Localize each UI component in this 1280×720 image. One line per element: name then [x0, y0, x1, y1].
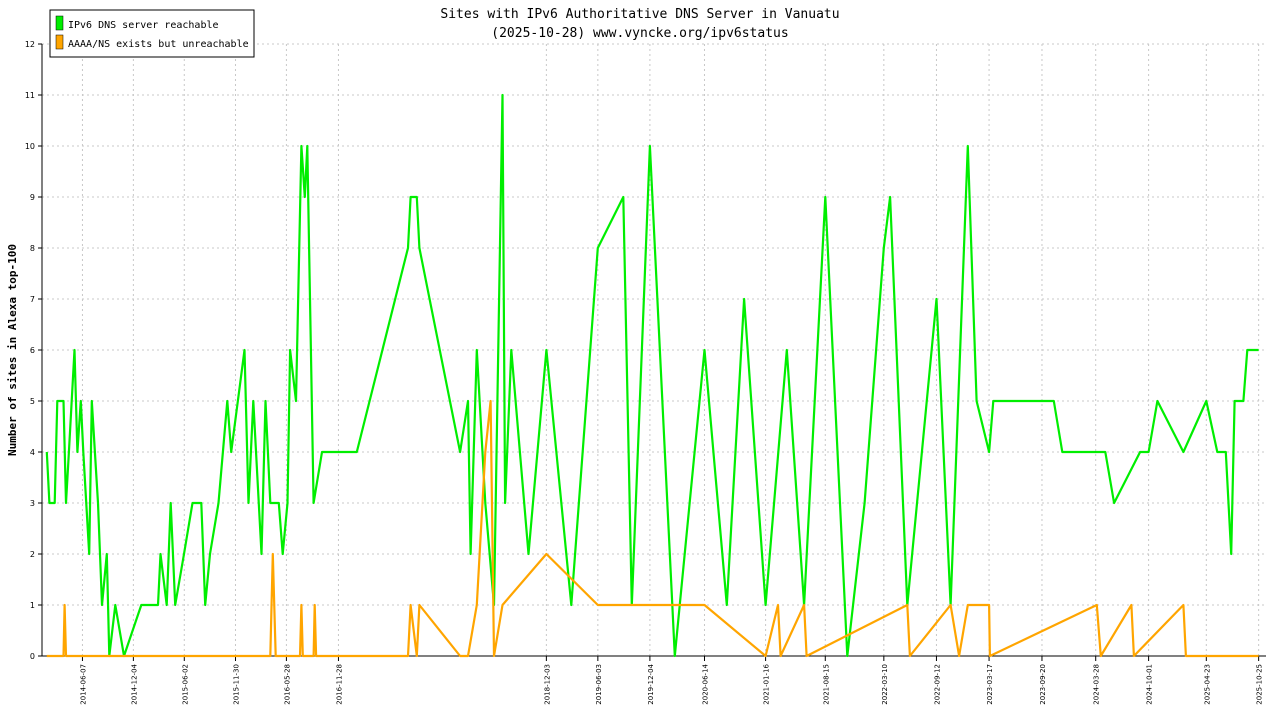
legend-label-reachable: IPv6 DNS server reachable	[68, 20, 219, 31]
y-tick-label: 9	[30, 193, 35, 202]
y-tick-label: 4	[30, 448, 35, 457]
legend: IPv6 DNS server reachable AAAA/NS exists…	[49, 9, 255, 58]
x-tick-label: 2023-09-20	[1039, 664, 1047, 705]
legend-swatch-unreachable	[55, 34, 64, 50]
x-tick-label: 2015-06-02	[181, 664, 189, 705]
x-tick-label: 2025-04-23	[1203, 664, 1211, 705]
x-tick-label: 2014-12-04	[130, 663, 138, 704]
y-tick-label: 1	[30, 601, 35, 610]
x-tick-label: 2023-03-17	[986, 664, 994, 705]
y-tick-label: 0	[30, 652, 35, 661]
x-tick-label: 2024-10-01	[1146, 664, 1154, 705]
y-axis-label: Number of sites in Alexa top-100	[6, 244, 19, 456]
x-tick-label: 2014-06-07	[79, 664, 87, 705]
y-tick-label: 8	[30, 244, 35, 253]
chart-subtitle: (2025-10-28) www.vyncke.org/ipv6status	[491, 26, 788, 41]
y-tick-label: 10	[25, 142, 35, 151]
x-tick-label: 2021-08-15	[822, 664, 830, 705]
series-line-reachable	[45, 93, 1259, 658]
x-tick-label: 2016-05-28	[283, 664, 291, 705]
y-tick-label: 3	[30, 499, 35, 508]
x-tick-label: 2016-11-28	[335, 664, 343, 705]
x-tick-label: 2020-06-14	[701, 663, 709, 704]
x-tick-label: 2024-03-28	[1093, 664, 1101, 705]
x-tick-label: 2019-06-03	[595, 664, 603, 705]
series-line-unreachable	[46, 399, 1259, 658]
x-tick-label: 2022-03-10	[881, 664, 889, 705]
x-tick-label: 2021-01-16	[763, 663, 771, 704]
x-tick-label: 2018-12-03	[543, 664, 551, 705]
x-tick-label: 2022-09-12	[933, 664, 941, 705]
x-tick-label: 2025-10-25	[1256, 664, 1264, 705]
y-tick-label: 7	[30, 295, 35, 304]
x-tick-label: 2015-11-30	[232, 664, 240, 705]
chart-title: Sites with IPv6 Authoritative DNS Server…	[440, 7, 839, 22]
y-tick-label: 6	[30, 346, 35, 355]
legend-box	[49, 9, 255, 58]
y-tick-label: 12	[25, 40, 35, 49]
series-layer	[45, 93, 1259, 658]
legend-label-unreachable: AAAA/NS exists but unreachable	[68, 39, 249, 50]
y-tick-label: 11	[25, 91, 35, 100]
y-tick-label: 2	[30, 550, 35, 559]
x-tick-label: 2019-12-04	[647, 663, 655, 704]
y-tick-label: 5	[30, 397, 35, 406]
legend-swatch-reachable	[55, 15, 64, 31]
